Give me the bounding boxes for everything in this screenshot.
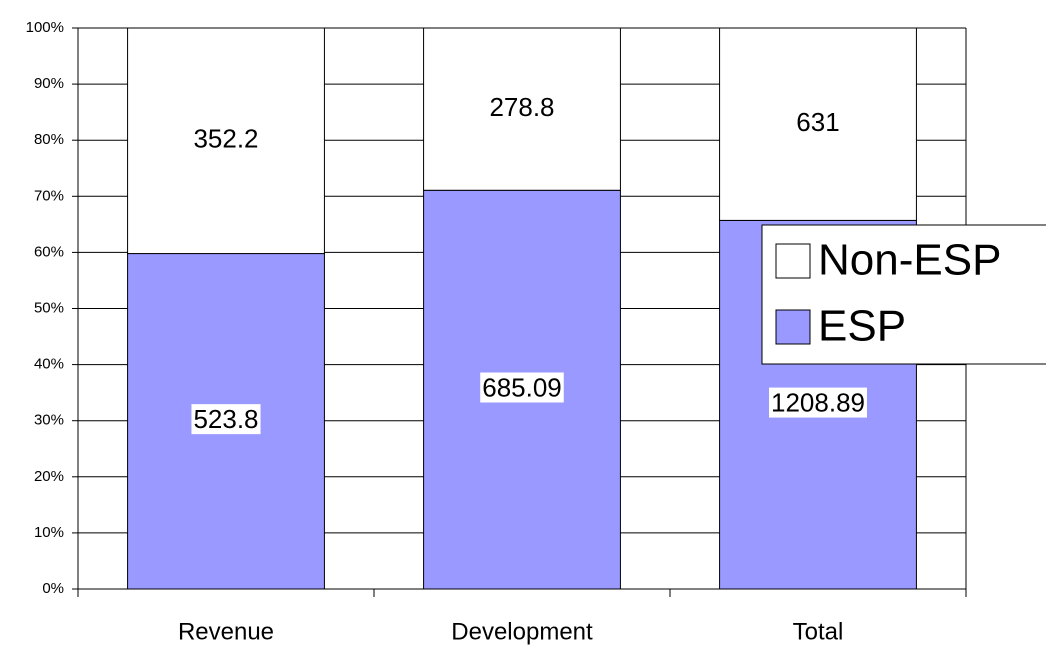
data-label-bg	[191, 123, 261, 154]
y-tick-label: 50%	[34, 299, 64, 316]
x-tick-label: Revenue	[178, 618, 274, 645]
data-label-bg	[487, 92, 557, 123]
y-tick-label: 60%	[34, 243, 64, 260]
data-label: 523.8	[193, 404, 258, 434]
data-label: 278.8	[489, 92, 554, 122]
y-tick-label: 20%	[34, 468, 64, 485]
y-tick-label: 40%	[34, 356, 64, 373]
x-tick-label: Development	[451, 618, 593, 645]
y-tick-label: 30%	[34, 412, 64, 429]
y-tick-label: 100%	[26, 19, 64, 36]
x-tick-label: Total	[793, 618, 844, 645]
data-label-bg	[191, 404, 261, 435]
legend-label: ESP	[818, 302, 906, 351]
legend-swatch	[775, 243, 811, 279]
data-label: 631	[796, 107, 839, 137]
legend-swatch	[775, 309, 811, 345]
data-label: 1208.89	[771, 388, 865, 418]
data-label: 685.09	[482, 373, 562, 403]
data-label: 352.2	[193, 124, 258, 154]
y-tick-label: 10%	[34, 524, 64, 541]
legend-label: Non-ESP	[818, 236, 1001, 285]
data-label-bg	[769, 387, 867, 418]
data-label-bg	[794, 107, 842, 138]
data-label-bg	[480, 372, 564, 403]
y-tick-label: 0%	[42, 580, 64, 597]
y-tick-label: 90%	[34, 75, 64, 92]
y-tick-label: 70%	[34, 187, 64, 204]
y-tick-label: 80%	[34, 131, 64, 148]
